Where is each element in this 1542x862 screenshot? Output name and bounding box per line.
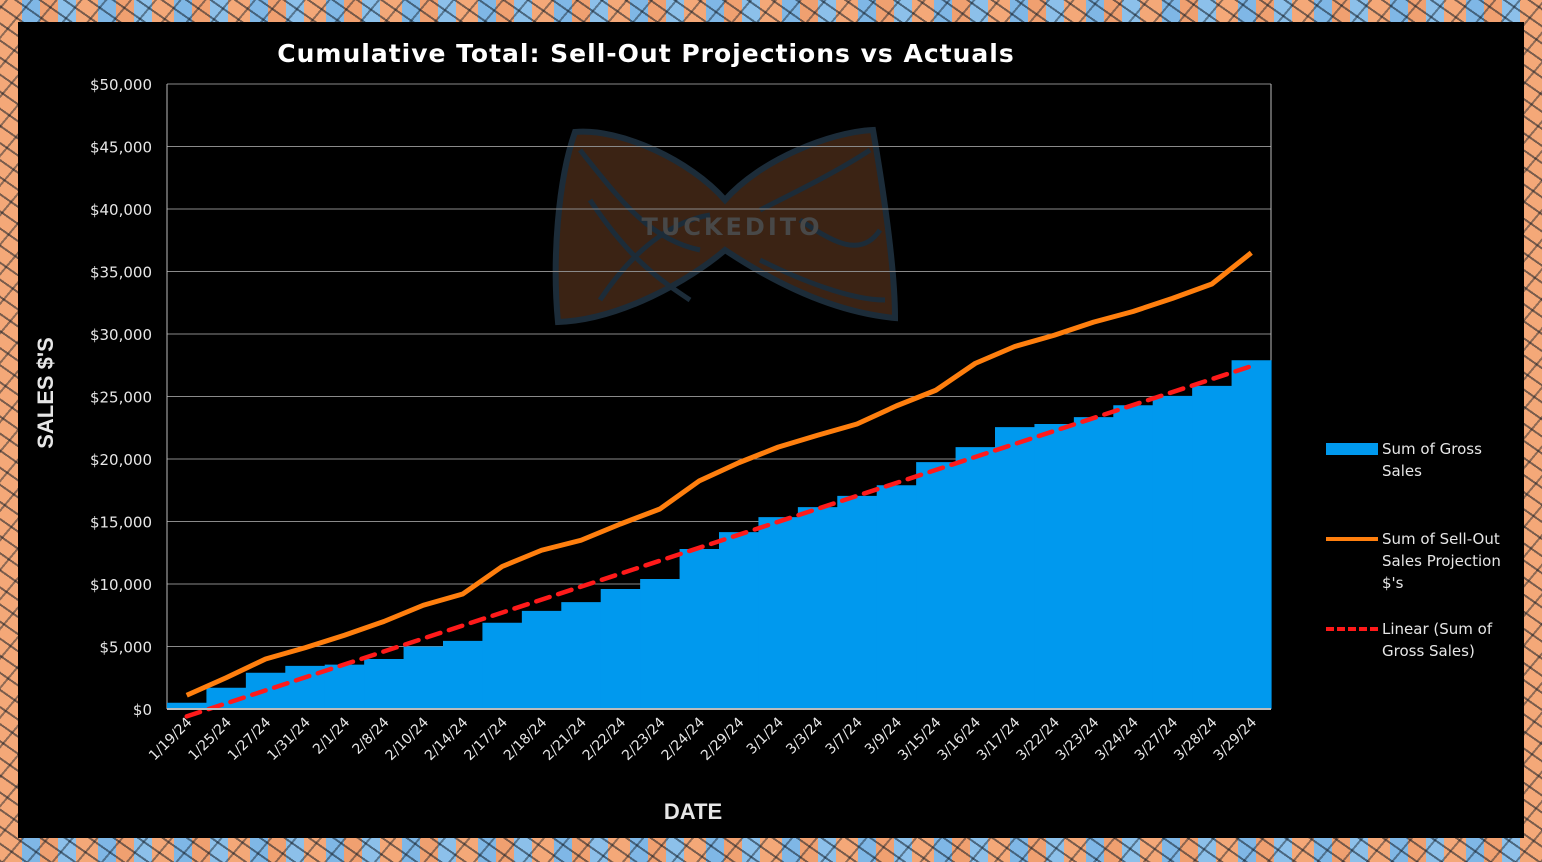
bar-3/1/24 [758,517,799,709]
bar-2/24/24 [679,549,720,709]
bar-3/3/24 [797,507,838,709]
bar-2/21/24 [561,602,602,709]
legend-label: Linear (Sum of Gross Sales) [1382,620,1493,660]
bar-1/25/24 [206,687,247,709]
legend-swatch-line [1326,537,1378,541]
legend-label: Sum of Sell-Out Sales Projection $'s [1382,530,1501,592]
bow-tie-logo: TUCKEDITO [552,126,899,326]
y-tick-label: $45,000 [90,139,152,157]
y-tick-label: $35,000 [90,264,152,282]
logo-text: TUCKEDITO [641,213,822,241]
bar-2/29/24 [719,532,760,709]
legend-swatch-bar [1326,443,1378,455]
linear-trendline [184,363,1254,719]
legend-label: Sum of Gross Sales [1382,440,1482,480]
bar-1/19/24 [167,702,208,709]
bar-3/29/24 [1231,360,1272,709]
y-tick-label: $20,000 [90,451,152,469]
y-tick-label: $15,000 [90,514,152,532]
legend-swatch-dashed [1326,627,1378,631]
y-tick-label: $40,000 [90,201,152,219]
bar-3/27/24 [1152,395,1193,709]
y-axis-title: SALES $'S [33,337,58,449]
y-tick-label: $5,000 [100,639,153,657]
bar-3/23/24 [1073,417,1114,709]
x-tick-label: 3/29/24 [1211,714,1261,764]
bar-2/18/24 [521,610,562,709]
bar-2/14/24 [443,640,484,709]
bar-2/8/24 [364,659,405,709]
bar-3/28/24 [1192,385,1233,709]
x-axis-title: DATE [664,799,722,824]
bar-3/7/24 [837,495,878,709]
bar-3/22/24 [1034,424,1075,709]
bar-2/22/24 [600,589,641,709]
x-tick-label: 2/29/24 [698,714,748,764]
projection-line [185,250,1253,698]
bar-2/10/24 [403,646,444,709]
y-tick-label: $10,000 [90,576,152,594]
y-tick-label: $30,000 [90,326,152,344]
bar-3/17/24 [995,427,1036,709]
bar-3/15/24 [916,462,957,709]
y-tick-label: $25,000 [90,389,152,407]
bar-2/23/24 [640,579,681,709]
chart-title: Cumulative Total: Sell-Out Projections v… [277,39,1014,68]
x-tick-label: 1/31/24 [264,714,314,764]
bar-3/24/24 [1113,405,1154,709]
x-tick-label: 3/1/24 [744,714,787,757]
x-tick-label: 3/3/24 [783,714,826,757]
bar-3/16/24 [955,447,996,709]
bar-3/9/24 [876,485,917,709]
bar-2/17/24 [482,622,523,709]
y-tick-label: $0 [133,701,152,719]
x-tick-label: 3/7/24 [823,714,866,757]
y-tick-label: $50,000 [90,76,152,94]
x-tick-label: 2/1/24 [310,714,353,757]
bar-2/1/24 [324,664,365,709]
